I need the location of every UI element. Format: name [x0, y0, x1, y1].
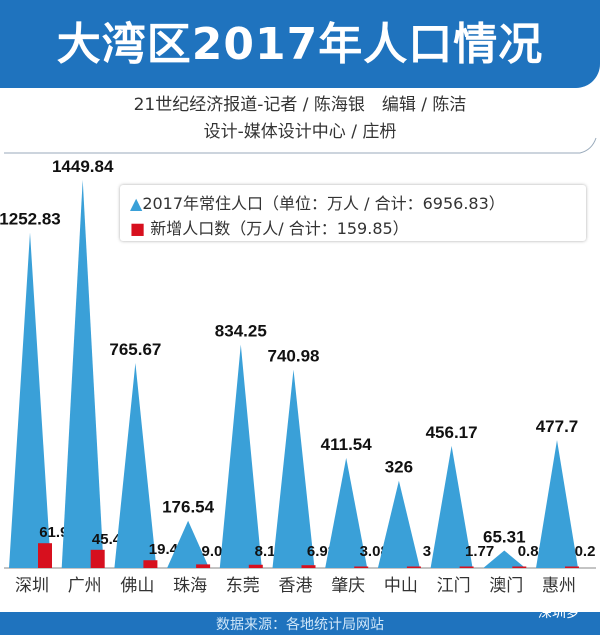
population-triangle: [325, 457, 368, 568]
population-triangle: [219, 344, 262, 568]
category-label: 佛山: [120, 576, 154, 596]
category-label: 惠州: [542, 576, 576, 596]
category-label: 肇庆: [331, 576, 365, 596]
legend: ▲2017年常住人口（单位：万人 / 合计：6956.83） ■ 新增人口数（万…: [120, 185, 586, 241]
new-population-label: 3: [423, 543, 431, 560]
population-label: 65.31: [483, 528, 526, 547]
new-population-bar: [565, 566, 579, 568]
population-triangle: [272, 369, 315, 568]
new-population-bar: [301, 565, 316, 568]
chart-area: 1252.8361.99深圳1449.8445.49广州765.6719.4佛山…: [0, 137, 597, 596]
population-triangle: [9, 232, 51, 568]
category-label: 深圳: [15, 576, 49, 596]
new-population-label: 1.77: [465, 543, 494, 560]
footer-band: 数据来源：各地统计局网站 深圳梦: [0, 605, 600, 635]
new-population-bar: [143, 560, 158, 568]
population-triangle: [61, 179, 104, 568]
population-label: 411.54: [321, 435, 373, 454]
category-label: 东莞: [226, 576, 260, 596]
credits-line-2: 设计-媒体设计中心 / 庄枬: [203, 122, 397, 142]
category-label: 中山: [384, 576, 418, 596]
population-label: 326: [385, 458, 413, 477]
population-label: 176.54: [162, 498, 215, 517]
category-label: 广州: [68, 576, 102, 596]
population-triangle: [377, 480, 420, 568]
population-label: 740.98: [268, 347, 320, 366]
population-label: 1252.83: [0, 210, 61, 229]
legend-label: 新增人口数（万人/ 合计：159.85）: [150, 219, 409, 238]
population-label: 456.17: [426, 423, 478, 442]
new-population-bar: [38, 543, 52, 568]
new-population-bar: [354, 566, 369, 568]
new-population-bar: [90, 549, 105, 568]
watermark: 深圳梦: [538, 605, 580, 621]
population-label: 1449.84: [52, 157, 114, 176]
credits-line-1: 21世纪经济报道-记者 / 陈海银 编辑 / 陈洁: [133, 95, 467, 115]
new-population-label: 0.2: [575, 543, 596, 560]
population-label: 834.25: [215, 322, 267, 341]
title-band: 大湾区2017年人口情况: [0, 0, 600, 88]
new-population-bar: [196, 564, 211, 568]
population-triangle: [536, 440, 578, 568]
category-label: 澳门: [489, 576, 523, 596]
category-label: 珠海: [173, 576, 207, 596]
legend-label: 2017年常住人口（单位：万人 / 合计：6956.83）: [142, 194, 505, 213]
new-population-bar: [512, 566, 527, 568]
source-note: 数据来源：各地统计局网站: [216, 617, 384, 633]
category-label: 江门: [437, 576, 471, 596]
new-population-label: 19.4: [149, 541, 179, 558]
square-icon: ■: [130, 219, 146, 238]
legend-item-population: ▲2017年常住人口（单位：万人 / 合计：6956.83）: [130, 190, 505, 214]
category-label: 香港: [279, 576, 313, 596]
chart-title: 大湾区2017年人口情况: [56, 19, 544, 70]
new-population-bar: [459, 566, 474, 568]
population-triangle: [114, 363, 157, 568]
population-triangle: [430, 445, 473, 568]
triangle-icon: ▲: [130, 194, 143, 213]
population-triangle: [483, 550, 526, 568]
population-label: 477.7: [536, 417, 579, 436]
legend-item-new: ■ 新增人口数（万人/ 合计：159.85）: [130, 215, 409, 239]
new-population-bar: [248, 564, 263, 568]
divider-line: [4, 137, 597, 154]
population-triangle: [167, 520, 210, 568]
new-population-bar: [406, 566, 421, 568]
population-label: 765.67: [109, 340, 161, 359]
